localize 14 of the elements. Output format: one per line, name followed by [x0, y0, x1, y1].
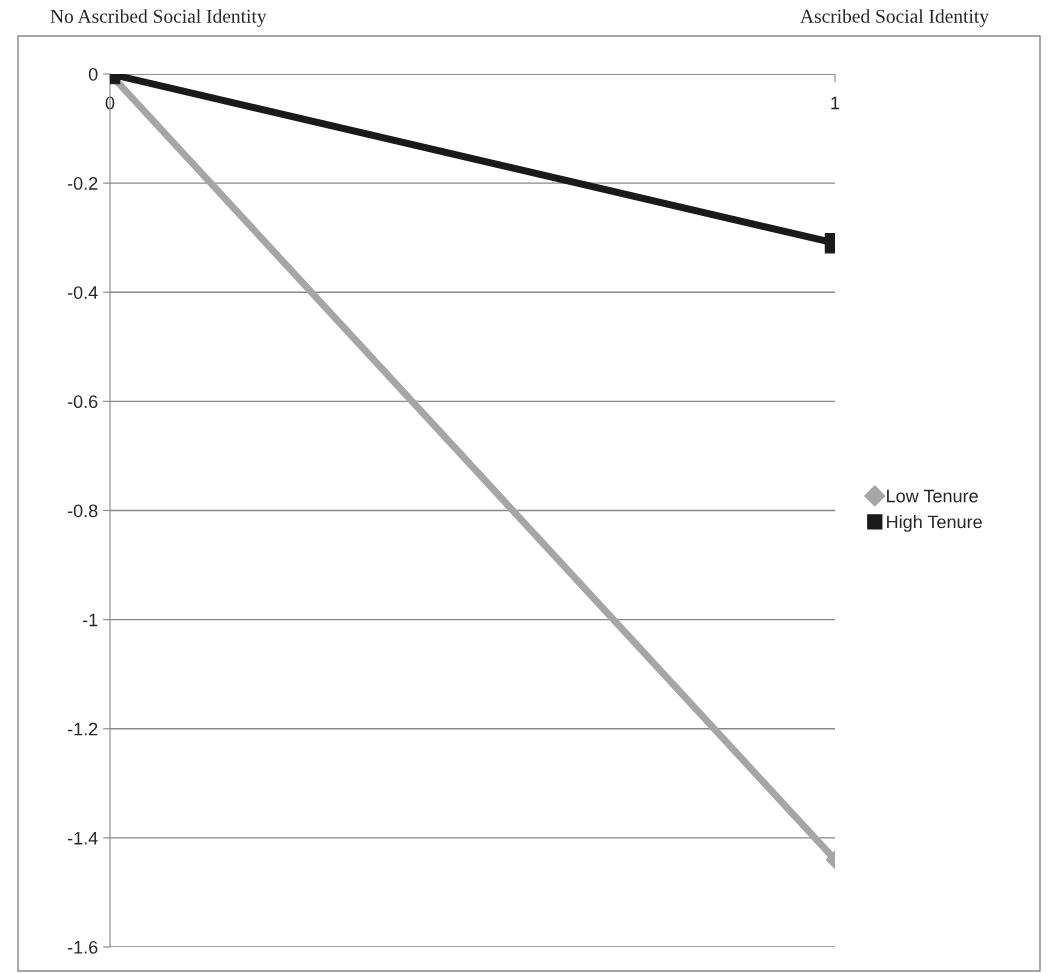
y-tick-label: -0.4 — [67, 286, 98, 299]
y-tick-label: -0.2 — [67, 177, 98, 190]
legend-label: Low Tenure — [887, 489, 978, 503]
y-tick-label: -1.6 — [67, 940, 98, 954]
y-tick-label: -0.8 — [67, 504, 98, 518]
text: Ascribed Social Identity — [800, 9, 989, 27]
text: No Ascribed Social Identity — [50, 9, 267, 27]
y-tick-label: -1 — [82, 613, 98, 627]
legend-label: High Tenure — [887, 515, 982, 532]
y-tick-label: -1.2 — [67, 722, 98, 736]
y-tick-label: -1.4 — [67, 832, 98, 845]
x-tick-label: 1 — [831, 96, 840, 110]
y-tick-label: 0 — [88, 67, 98, 81]
y-tick-label: -0.6 — [67, 395, 98, 409]
